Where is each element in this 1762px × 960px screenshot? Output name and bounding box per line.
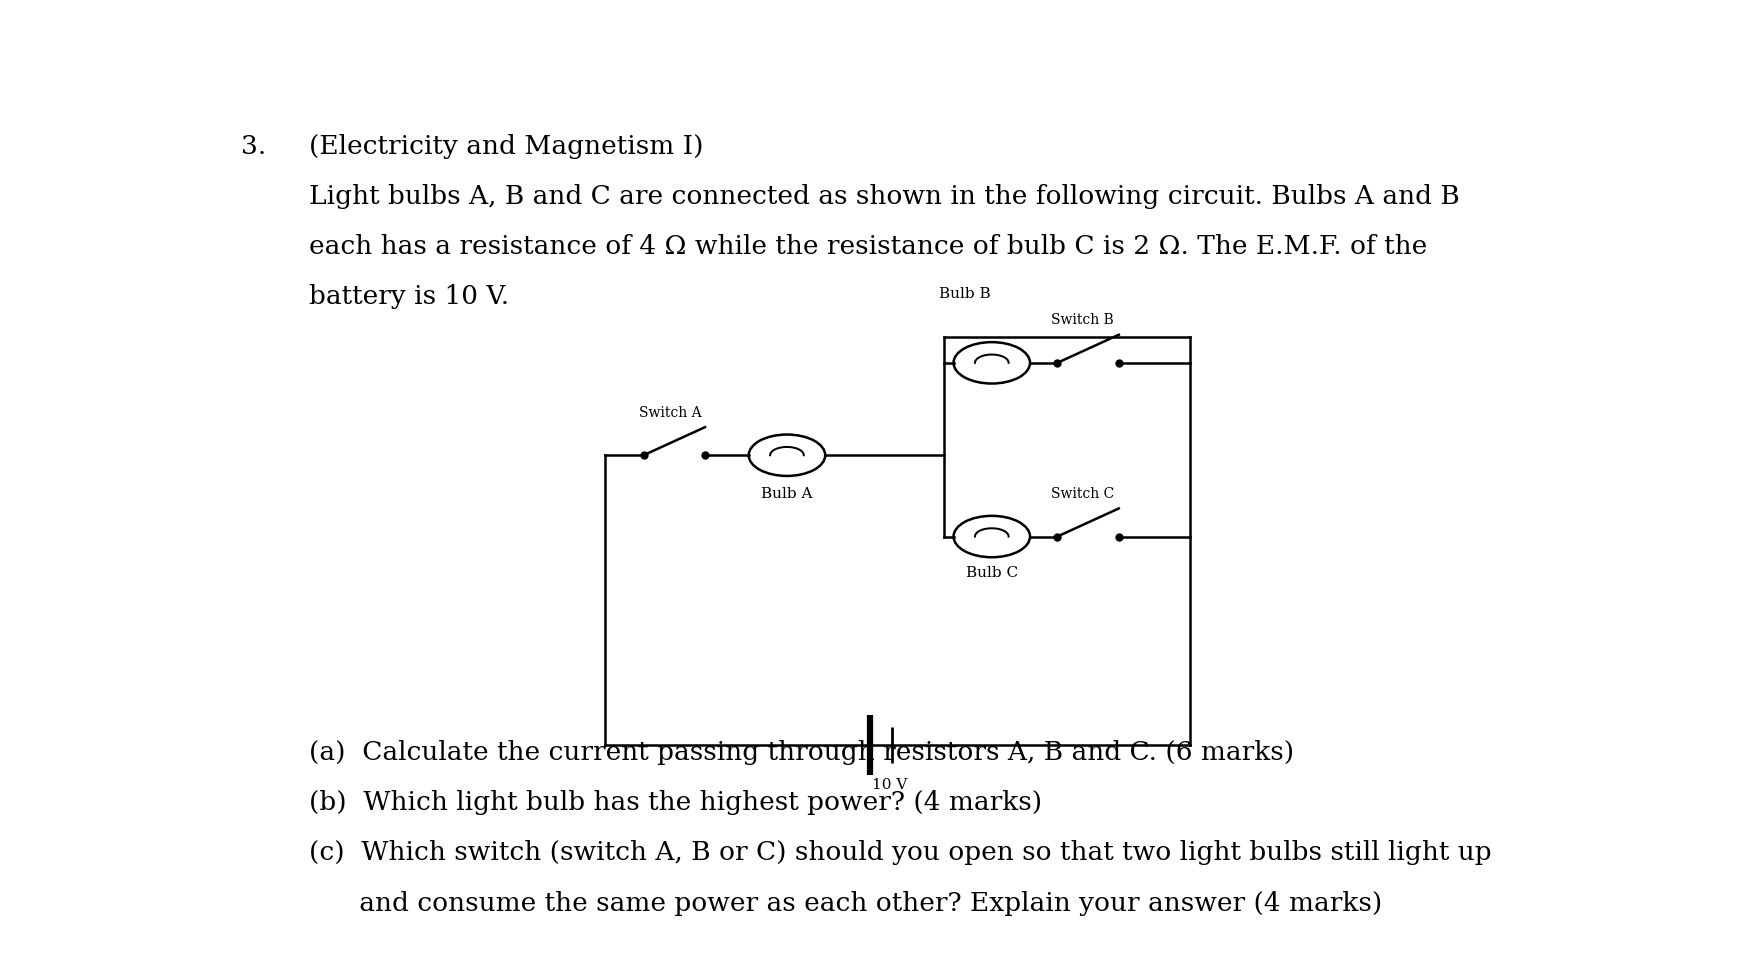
Text: Bulb C: Bulb C bbox=[966, 566, 1018, 580]
Text: Switch C: Switch C bbox=[1050, 487, 1114, 501]
Text: 10 V: 10 V bbox=[872, 779, 907, 792]
Text: Switch A: Switch A bbox=[640, 406, 701, 420]
Text: Switch B: Switch B bbox=[1050, 313, 1114, 327]
Text: (c)  Which switch (switch A, B or C) should you open so that two light bulbs sti: (c) Which switch (switch A, B or C) shou… bbox=[308, 840, 1492, 865]
Text: Bulb B: Bulb B bbox=[939, 287, 990, 301]
Text: (b)  Which light bulb has the highest power? (4 marks): (b) Which light bulb has the highest pow… bbox=[308, 790, 1041, 815]
Text: battery is 10 V.: battery is 10 V. bbox=[308, 284, 509, 309]
Text: Bulb A: Bulb A bbox=[761, 487, 812, 501]
Text: and consume the same power as each other? Explain your answer (4 marks): and consume the same power as each other… bbox=[308, 891, 1381, 916]
Text: each has a resistance of 4 Ω while the resistance of bulb C is 2 Ω. The E.M.F. o: each has a resistance of 4 Ω while the r… bbox=[308, 234, 1427, 259]
Text: Light bulbs A, B and C are connected as shown in the following circuit. Bulbs A : Light bulbs A, B and C are connected as … bbox=[308, 184, 1459, 209]
Text: (Electricity and Magnetism I): (Electricity and Magnetism I) bbox=[308, 133, 703, 158]
Text: 3.: 3. bbox=[241, 133, 266, 158]
Text: (a)  Calculate the current passing through resistors A, B and C. (6 marks): (a) Calculate the current passing throug… bbox=[308, 740, 1293, 765]
